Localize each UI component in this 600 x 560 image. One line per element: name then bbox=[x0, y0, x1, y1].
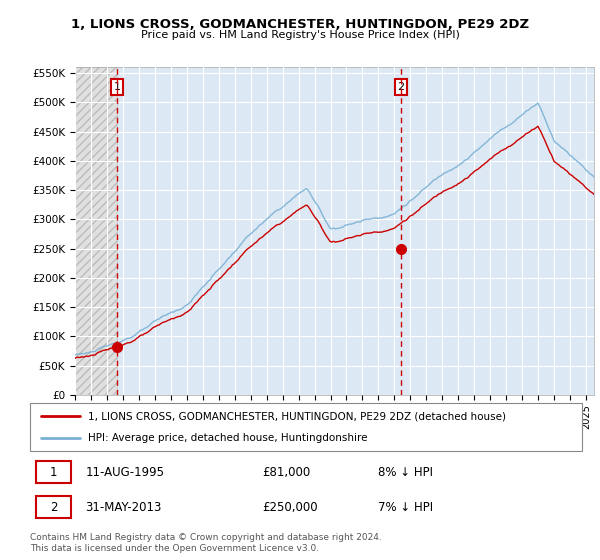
Text: HPI: Average price, detached house, Huntingdonshire: HPI: Average price, detached house, Hunt… bbox=[88, 433, 367, 443]
Text: 1: 1 bbox=[50, 466, 57, 479]
Text: Contains HM Land Registry data © Crown copyright and database right 2024.
This d: Contains HM Land Registry data © Crown c… bbox=[30, 533, 382, 553]
Text: 2: 2 bbox=[50, 501, 57, 514]
Text: 2: 2 bbox=[398, 82, 404, 92]
FancyBboxPatch shape bbox=[35, 496, 71, 519]
FancyBboxPatch shape bbox=[35, 461, 71, 483]
Text: 31-MAY-2013: 31-MAY-2013 bbox=[85, 501, 161, 514]
Text: 1: 1 bbox=[113, 82, 121, 92]
Text: £250,000: £250,000 bbox=[262, 501, 317, 514]
Text: 1, LIONS CROSS, GODMANCHESTER, HUNTINGDON, PE29 2DZ (detached house): 1, LIONS CROSS, GODMANCHESTER, HUNTINGDO… bbox=[88, 411, 506, 421]
Text: 11-AUG-1995: 11-AUG-1995 bbox=[85, 466, 164, 479]
Text: £81,000: £81,000 bbox=[262, 466, 310, 479]
Text: 8% ↓ HPI: 8% ↓ HPI bbox=[378, 466, 433, 479]
Text: 7% ↓ HPI: 7% ↓ HPI bbox=[378, 501, 433, 514]
Text: 1, LIONS CROSS, GODMANCHESTER, HUNTINGDON, PE29 2DZ: 1, LIONS CROSS, GODMANCHESTER, HUNTINGDO… bbox=[71, 18, 529, 31]
Text: Price paid vs. HM Land Registry's House Price Index (HPI): Price paid vs. HM Land Registry's House … bbox=[140, 30, 460, 40]
FancyBboxPatch shape bbox=[30, 403, 582, 451]
